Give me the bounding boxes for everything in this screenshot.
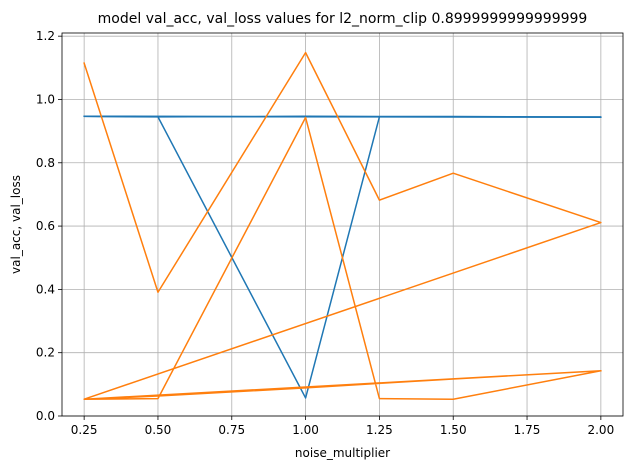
x-tick-label: 2.00 — [587, 423, 614, 437]
y-axis-ticks: 0.0 0.2 0.4 0.6 0.8 1.0 1.2 — [36, 29, 62, 423]
series-line-2 — [83, 51, 602, 400]
x-tick-label: 1.00 — [292, 423, 319, 437]
x-tick-label: 0.50 — [145, 423, 172, 437]
plot-frame — [61, 32, 624, 417]
y-tick-label: 0.0 — [36, 409, 55, 423]
y-axis-label: val_acc, val_loss — [9, 175, 23, 274]
x-tick-label: 1.50 — [440, 423, 467, 437]
x-tick-label: 1.75 — [514, 423, 541, 437]
x-tick-label: 0.75 — [218, 423, 245, 437]
y-tick-label: 0.6 — [36, 219, 55, 233]
chart-title: model val_acc, val_loss values for l2_no… — [98, 11, 588, 27]
x-axis-ticks: 0.25 0.50 0.75 1.00 1.25 1.50 1.75 2.00 — [71, 416, 614, 437]
y-tick-label: 0.2 — [36, 346, 55, 360]
y-tick-label: 0.4 — [36, 282, 55, 296]
y-tick-label: 1.2 — [36, 29, 55, 43]
y-tick-label: 0.8 — [36, 156, 55, 170]
grid-lines — [62, 33, 623, 417]
x-axis-label: noise_multiplier — [295, 446, 390, 460]
series-line-1 — [83, 115, 602, 399]
x-tick-label: 1.25 — [366, 423, 393, 437]
series-lines — [83, 51, 602, 400]
x-tick-label: 0.25 — [71, 423, 98, 437]
y-tick-label: 1.0 — [36, 92, 55, 106]
